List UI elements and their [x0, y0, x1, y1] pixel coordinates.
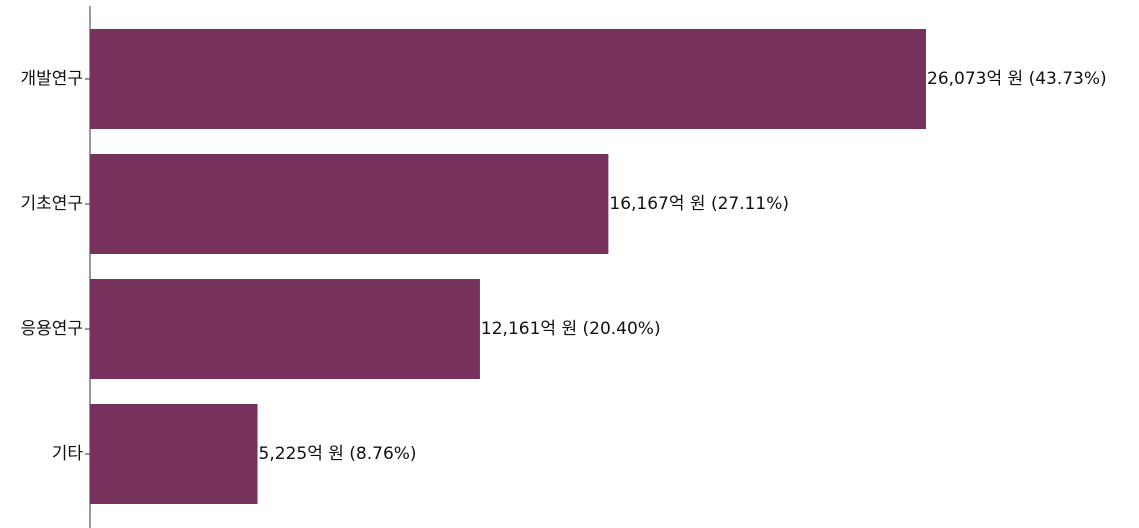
y-tick-label-0: 개발연구 [20, 69, 83, 89]
bar-3 [90, 404, 258, 504]
bar-1 [90, 154, 609, 254]
data-labels-group: 26,073억 원 (43.73%) 16,167억 원 (27.11%) 12,1… [259, 69, 1107, 464]
y-tick-label-1: 기초연구 [20, 194, 83, 214]
bar-2 [90, 279, 480, 379]
data-label-1: 16,167억 원 (27.11%) [609, 194, 789, 214]
data-label-3: 5,225억 원 (8.76%) [259, 444, 417, 464]
bars-group [90, 29, 926, 504]
data-label-0: 26,073억 원 (43.73%) [927, 69, 1107, 89]
bar-0 [90, 29, 926, 129]
y-tick-label-3: 기타 [52, 444, 84, 464]
data-label-2: 12,161억 원 (20.40%) [481, 319, 661, 339]
y-tick-label-2: 응용연구 [20, 319, 83, 339]
